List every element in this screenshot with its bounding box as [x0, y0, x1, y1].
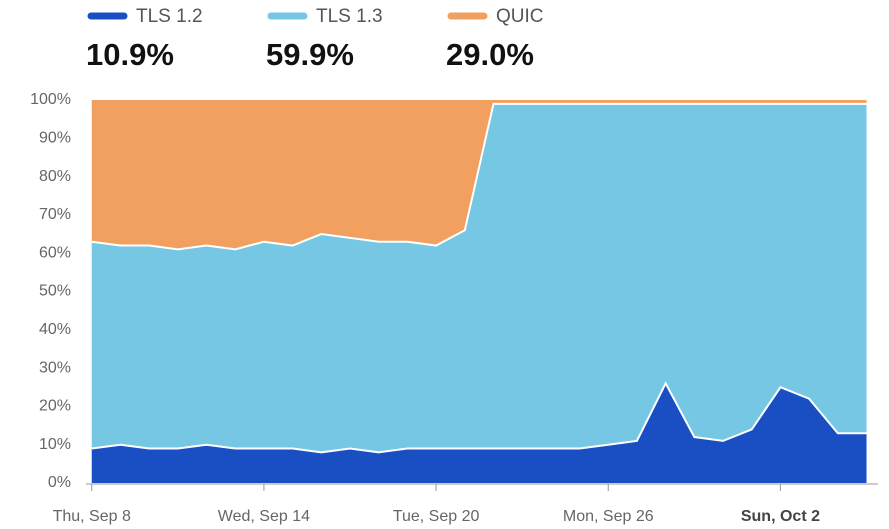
y-tick-label: 90% — [39, 130, 71, 147]
area — [91, 100, 867, 250]
x-tick-label: Mon, Sep 26 — [563, 508, 654, 525]
y-tick-label: 10% — [39, 436, 71, 453]
y-tick-label: 30% — [39, 359, 71, 376]
boundary-line — [91, 102, 867, 251]
y-tick-label: 80% — [39, 168, 71, 185]
y-tick-label: 50% — [39, 283, 71, 300]
legend-label: TLS 1.3 — [316, 6, 383, 27]
legend-total: 29.0% — [446, 37, 534, 72]
legend-total: 59.9% — [266, 37, 354, 72]
area — [91, 103, 867, 453]
x-tick-label: Wed, Sep 14 — [218, 508, 310, 525]
boundary-line — [91, 381, 867, 454]
y-tick-label: 20% — [39, 398, 71, 415]
y-tick-label: 40% — [39, 321, 71, 338]
y-tick-label: 0% — [48, 474, 71, 491]
y-tick-label: 100% — [30, 91, 71, 108]
x-tick-label: Tue, Sep 20 — [393, 508, 480, 525]
legend-label: TLS 1.2 — [136, 6, 203, 27]
legend-total: 10.9% — [86, 37, 174, 72]
y-tick-label: 70% — [39, 206, 71, 223]
x-tick-label: Sun, Oct 2 — [741, 508, 820, 525]
y-tick-label: 60% — [39, 244, 71, 261]
legend-label: QUIC — [496, 6, 544, 27]
area — [91, 383, 867, 483]
x-tick-label: Thu, Sep 8 — [53, 508, 131, 525]
